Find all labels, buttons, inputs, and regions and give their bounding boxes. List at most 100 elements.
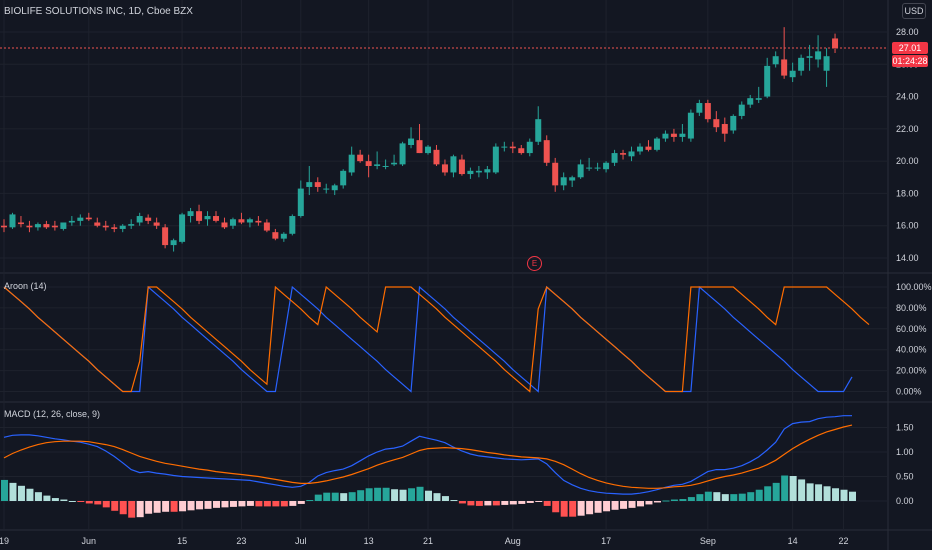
candle-body — [713, 119, 720, 128]
macd-tick-label: 1.00 — [896, 447, 914, 457]
candle-body — [382, 165, 389, 167]
macd-histogram-bar — [849, 491, 856, 501]
macd-histogram-bar — [653, 501, 661, 503]
macd-histogram-bar — [738, 493, 746, 501]
last-price-badge: 27.01 — [892, 42, 928, 54]
macd-histogram-bar — [475, 501, 483, 506]
candle-body — [662, 133, 669, 139]
candle-body — [77, 217, 84, 221]
x-axis-label: Jun — [82, 536, 97, 546]
aroon-tick-label: 100.00% — [896, 282, 932, 292]
candle-body — [577, 164, 584, 178]
currency-button[interactable]: USD — [902, 3, 926, 19]
x-axis-label: Jul — [295, 536, 307, 546]
macd-histogram-bar — [204, 501, 212, 509]
price-tick-label: 22.00 — [896, 124, 919, 134]
macd-histogram-bar — [662, 500, 670, 502]
macd-histogram-bar — [94, 501, 102, 505]
candle-body — [560, 177, 567, 186]
candle-body — [348, 154, 355, 173]
candle-body — [323, 188, 330, 190]
macd-histogram-bar — [696, 494, 704, 501]
candle-body — [832, 38, 839, 48]
candle-body — [34, 224, 41, 228]
price-tick-label: 20.00 — [896, 156, 919, 166]
macd-histogram-bar — [832, 488, 840, 501]
macd-histogram-bar — [637, 501, 644, 507]
macd-histogram-bar — [340, 493, 348, 501]
price-tick-label: 18.00 — [896, 188, 919, 198]
candle-body — [246, 219, 253, 223]
macd-histogram-bar — [704, 491, 712, 501]
candle-body — [552, 162, 559, 186]
macd-histogram-bar — [467, 501, 475, 506]
candle-body — [221, 222, 228, 228]
candle-body — [586, 167, 593, 169]
macd-histogram-bar — [111, 501, 119, 511]
macd-histogram-bar — [586, 501, 594, 515]
macd-histogram-bar — [628, 501, 636, 508]
candle-body — [492, 146, 499, 173]
macd-histogram-bar — [145, 501, 153, 514]
macd-histogram-bar — [526, 501, 534, 503]
macd-histogram-bar — [314, 494, 322, 501]
price-tick-label: 14.00 — [896, 253, 919, 263]
candle-body — [772, 56, 779, 65]
candle-body — [94, 222, 101, 226]
candle-body — [628, 151, 635, 157]
macd-histogram-bar — [441, 496, 449, 501]
candle-body — [26, 225, 33, 228]
macd-histogram-bar — [43, 495, 51, 501]
earnings-marker[interactable]: E — [527, 256, 542, 271]
macd-histogram-bar — [670, 499, 678, 501]
macd-histogram-bar — [391, 489, 399, 501]
x-axis-label: 13 — [364, 536, 374, 546]
candle-body — [229, 219, 236, 226]
candle-body — [272, 232, 279, 239]
candle-body — [518, 148, 525, 154]
candle-body — [603, 162, 610, 170]
macd-histogram-bar — [17, 485, 25, 501]
macd-histogram-bar — [272, 501, 280, 507]
candle-body — [789, 70, 796, 78]
macd-histogram-bar — [772, 482, 780, 501]
candle-body — [687, 112, 694, 139]
candle-body — [535, 119, 542, 142]
x-axis-label: Sep — [700, 536, 716, 546]
macd-histogram-bar — [34, 492, 42, 501]
aroon-title: Aroon (14) — [4, 281, 47, 291]
macd-histogram-bar — [560, 501, 568, 517]
candle-body — [119, 225, 126, 229]
macd-histogram-bar — [425, 490, 432, 501]
candle-body — [815, 51, 822, 60]
candle-body — [1, 225, 7, 228]
candle-body — [408, 138, 415, 145]
macd-tick-label: 0.00 — [896, 496, 914, 506]
candle-body — [653, 138, 660, 150]
macd-histogram-bar — [679, 499, 687, 501]
macd-histogram-bar — [713, 492, 721, 501]
macd-histogram-bar — [569, 501, 577, 517]
candle-body — [187, 211, 194, 217]
candle-body — [416, 140, 423, 154]
macd-histogram-bar — [492, 501, 500, 506]
candle-body — [17, 222, 24, 225]
candle-body — [747, 98, 754, 105]
macd-histogram-bar — [433, 493, 441, 501]
candle-body — [399, 143, 406, 165]
macd-histogram-bar — [26, 488, 34, 501]
macd-histogram-bar — [518, 501, 526, 504]
candle-body — [43, 224, 50, 228]
candle-body — [594, 167, 601, 169]
macd-histogram-bar — [823, 486, 831, 501]
x-axis-label: 17 — [601, 536, 611, 546]
price-tick-label: 28.00 — [896, 27, 919, 37]
macd-histogram-bar — [501, 501, 509, 505]
chart-title: BIOLIFE SOLUTIONS INC, 1D, Cboe BZX — [4, 6, 193, 17]
macd-histogram-bar — [348, 492, 356, 501]
macd-histogram-bar — [187, 501, 195, 511]
candle-body — [153, 222, 160, 226]
macd-histogram-bar — [815, 484, 823, 501]
x-axis-label: Aug — [505, 536, 521, 546]
macd-histogram-bar — [306, 500, 314, 502]
